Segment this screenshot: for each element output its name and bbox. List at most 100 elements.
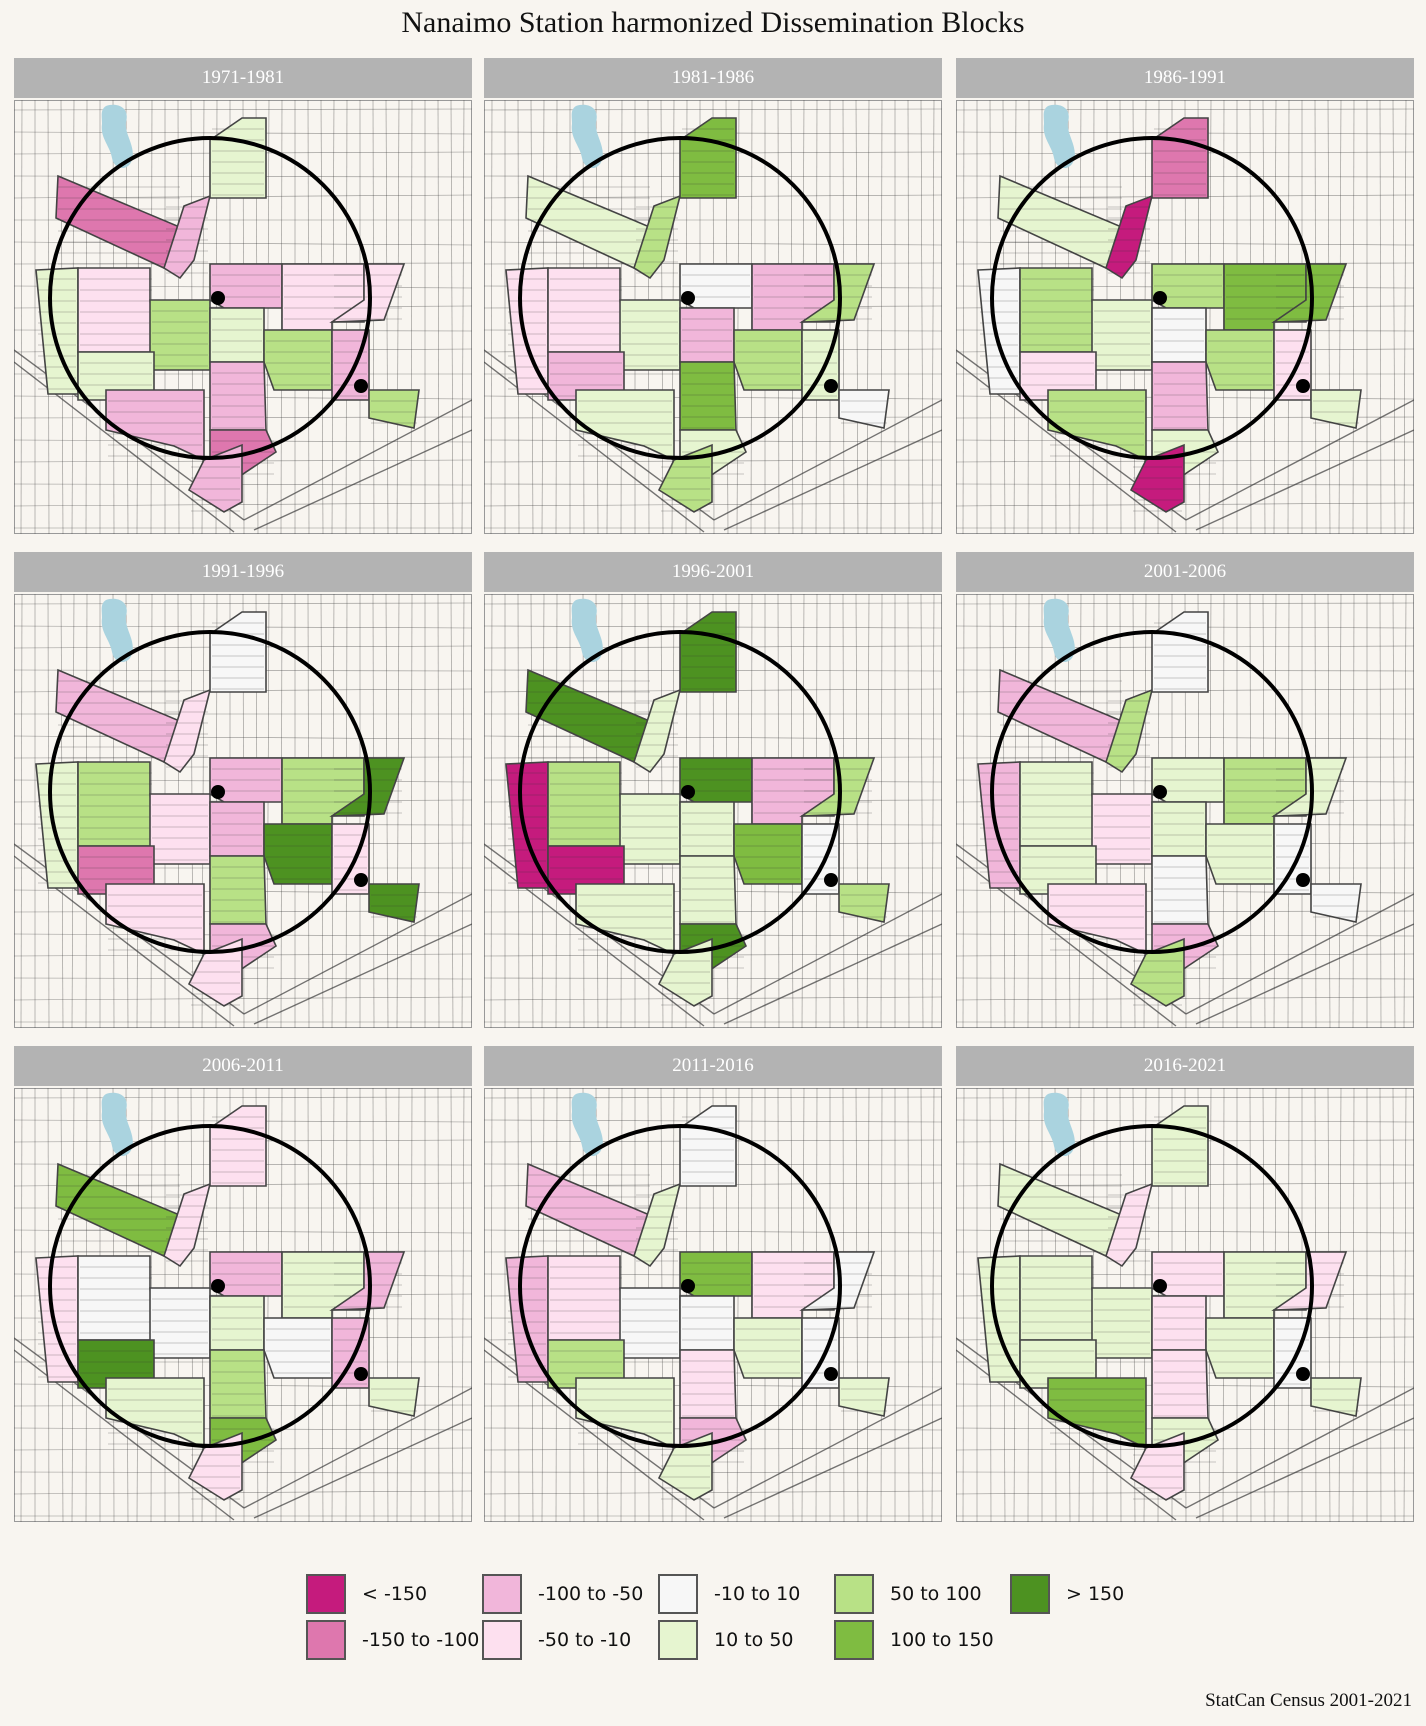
street-line xyxy=(385,100,389,534)
dissemination-block xyxy=(149,1287,211,1359)
dissemination-block xyxy=(368,1377,420,1417)
dissemination-block xyxy=(1151,307,1207,363)
street-line xyxy=(866,1088,870,1522)
street-line xyxy=(484,996,942,1001)
nanaimo-station-marker xyxy=(211,785,225,799)
street-line xyxy=(855,100,859,534)
street-line xyxy=(1208,100,1212,534)
street-line xyxy=(484,1229,942,1234)
dissemination-block xyxy=(149,299,211,371)
street-line xyxy=(1403,594,1407,1028)
map-panel: 1971-1981 xyxy=(14,58,472,534)
street-line xyxy=(880,100,883,534)
street-line xyxy=(461,1088,465,1522)
arterial-road xyxy=(723,1417,942,1519)
street-line xyxy=(14,602,472,605)
dissemination-block xyxy=(1129,443,1185,513)
street-line xyxy=(855,1088,859,1522)
arterial-road xyxy=(1195,429,1414,531)
panel-period-label: 1991-1996 xyxy=(14,552,472,592)
street-line xyxy=(1327,100,1331,534)
dissemination-block xyxy=(1310,883,1362,923)
street-line xyxy=(1392,100,1396,534)
dissemination-block xyxy=(1310,1377,1362,1417)
street-line xyxy=(14,735,472,740)
dissemination-block xyxy=(1019,761,1097,847)
street-line xyxy=(14,1490,472,1495)
dissemination-block xyxy=(1151,1295,1207,1351)
street-line xyxy=(396,100,400,534)
legend-swatch xyxy=(834,1574,874,1614)
nanaimo-station-marker xyxy=(211,291,225,305)
choropleth-map xyxy=(14,594,472,1028)
street-line xyxy=(484,1096,942,1099)
street-line xyxy=(956,602,1414,605)
lake-water xyxy=(571,104,603,169)
street-line xyxy=(385,594,389,1028)
street-line xyxy=(956,1096,1414,1099)
map-panel: 2001-2006 xyxy=(956,552,1414,1028)
station-radius-circle xyxy=(518,630,842,954)
arterial-road xyxy=(243,399,472,521)
legend-swatch xyxy=(834,1620,874,1660)
arterial-road xyxy=(1195,1417,1414,1519)
dissemination-block xyxy=(657,443,713,513)
street-line xyxy=(461,100,465,534)
street-line xyxy=(14,483,472,486)
street-line xyxy=(484,602,942,605)
dissemination-block xyxy=(1105,194,1154,280)
arterial-road xyxy=(723,429,942,531)
dissemination-block xyxy=(105,389,205,462)
legend-label: -50 to -10 xyxy=(538,1629,632,1651)
street-line xyxy=(484,483,942,486)
choropleth-map xyxy=(484,1088,942,1522)
street-line xyxy=(450,594,454,1028)
street-line xyxy=(956,1471,1414,1474)
street-line xyxy=(956,996,1414,1001)
dissemination-block xyxy=(657,1431,713,1501)
legend: < -150 -150 to -100 -100 to -50 -50 to -10 -… xyxy=(306,1572,1166,1666)
lake-water xyxy=(1043,1092,1075,1157)
dissemination-block xyxy=(105,883,205,956)
station-radius-circle xyxy=(990,136,1314,460)
street-line xyxy=(956,241,1414,246)
legend-item: 10 to 50 xyxy=(658,1618,794,1662)
dissemination-block xyxy=(838,883,890,923)
choropleth-map xyxy=(484,594,942,1028)
legend-label: 50 to 100 xyxy=(890,1583,982,1605)
legend-item: -100 to -50 xyxy=(482,1572,643,1616)
street-line xyxy=(1338,594,1342,1028)
dissemination-block xyxy=(209,1295,265,1351)
street-line xyxy=(437,594,440,1028)
street-line xyxy=(907,594,910,1028)
legend-label: -150 to -100 xyxy=(362,1629,480,1651)
street-line xyxy=(1392,1088,1396,1522)
street-line xyxy=(962,1088,965,1522)
street-line xyxy=(484,241,942,246)
choropleth-map xyxy=(956,594,1414,1028)
street-line xyxy=(880,594,883,1028)
legend-item: -10 to 10 xyxy=(658,1572,800,1616)
nanaimo-station-marker xyxy=(1153,785,1167,799)
dissemination-block xyxy=(77,761,155,847)
dissemination-block xyxy=(619,299,681,371)
map-panel: 2016-2021 xyxy=(956,1046,1414,1522)
street-line xyxy=(484,108,942,111)
panel-period-label: 2001-2006 xyxy=(956,552,1414,592)
dissemination-block xyxy=(679,1349,737,1419)
street-line xyxy=(1327,1088,1331,1522)
neighbour-station-marker xyxy=(1296,1367,1310,1381)
lake-water xyxy=(101,598,133,663)
street-line xyxy=(1352,100,1355,534)
dissemination-blocks xyxy=(977,1105,1362,1501)
arterial-road xyxy=(253,1417,472,1519)
arterial-road xyxy=(713,399,942,521)
street-line xyxy=(931,100,935,534)
street-line xyxy=(396,1088,400,1522)
panel-period-label: 2016-2021 xyxy=(956,1046,1414,1086)
dissemination-block xyxy=(619,1287,681,1359)
dissemination-block xyxy=(1151,801,1207,857)
legend-item: 50 to 100 xyxy=(834,1572,982,1616)
arterial-road xyxy=(243,1387,472,1509)
dissemination-block xyxy=(1151,1349,1209,1419)
